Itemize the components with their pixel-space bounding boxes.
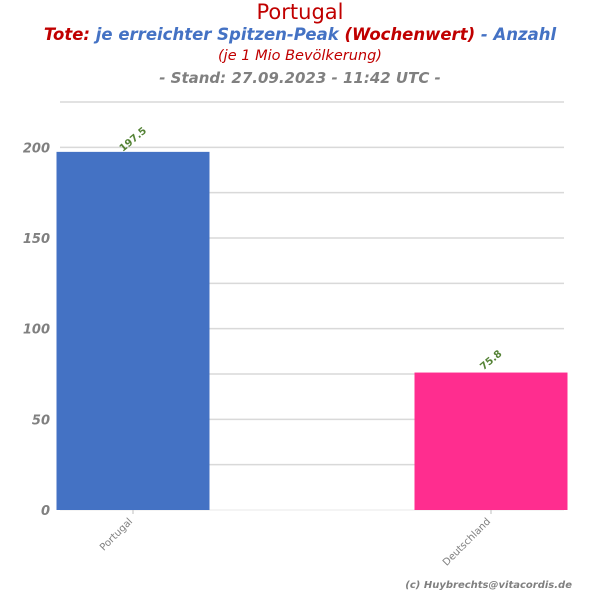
y-tick-label: 200 xyxy=(23,141,50,156)
subtitle-wochenwert: (Wochenwert) xyxy=(344,25,476,44)
y-tick-label: 100 xyxy=(23,323,50,338)
x-category-label: Portugal xyxy=(98,516,135,553)
chart-title: Portugal xyxy=(256,0,344,24)
chart-subtitle: Tote: je erreichter Spitzen-Peak (Wochen… xyxy=(0,24,600,46)
bar-portugal xyxy=(56,151,210,510)
y-tick-label: 0 xyxy=(41,504,50,519)
per-million-note: (je 1 Mio Bevölkerung) xyxy=(218,48,382,64)
subtitle-anzahl: - Anzahl xyxy=(480,25,557,44)
copyright-credit: (c) Huybrechts@vitacordis.de xyxy=(405,580,572,591)
subtitle-metric: je erreichter Spitzen-Peak xyxy=(95,25,339,44)
bar-value-label: 197.5 xyxy=(118,126,149,155)
bar-value-label: 75.8 xyxy=(478,348,504,372)
y-tick-label: 50 xyxy=(32,413,50,428)
stand-timestamp: - Stand: 27.09.2023 - 11:42 UTC - xyxy=(159,69,441,87)
bar-deutschland xyxy=(414,372,568,510)
subtitle-tote: Tote: xyxy=(43,25,91,44)
y-tick-label: 150 xyxy=(23,232,50,247)
x-category-label: Deutschland xyxy=(441,516,493,568)
